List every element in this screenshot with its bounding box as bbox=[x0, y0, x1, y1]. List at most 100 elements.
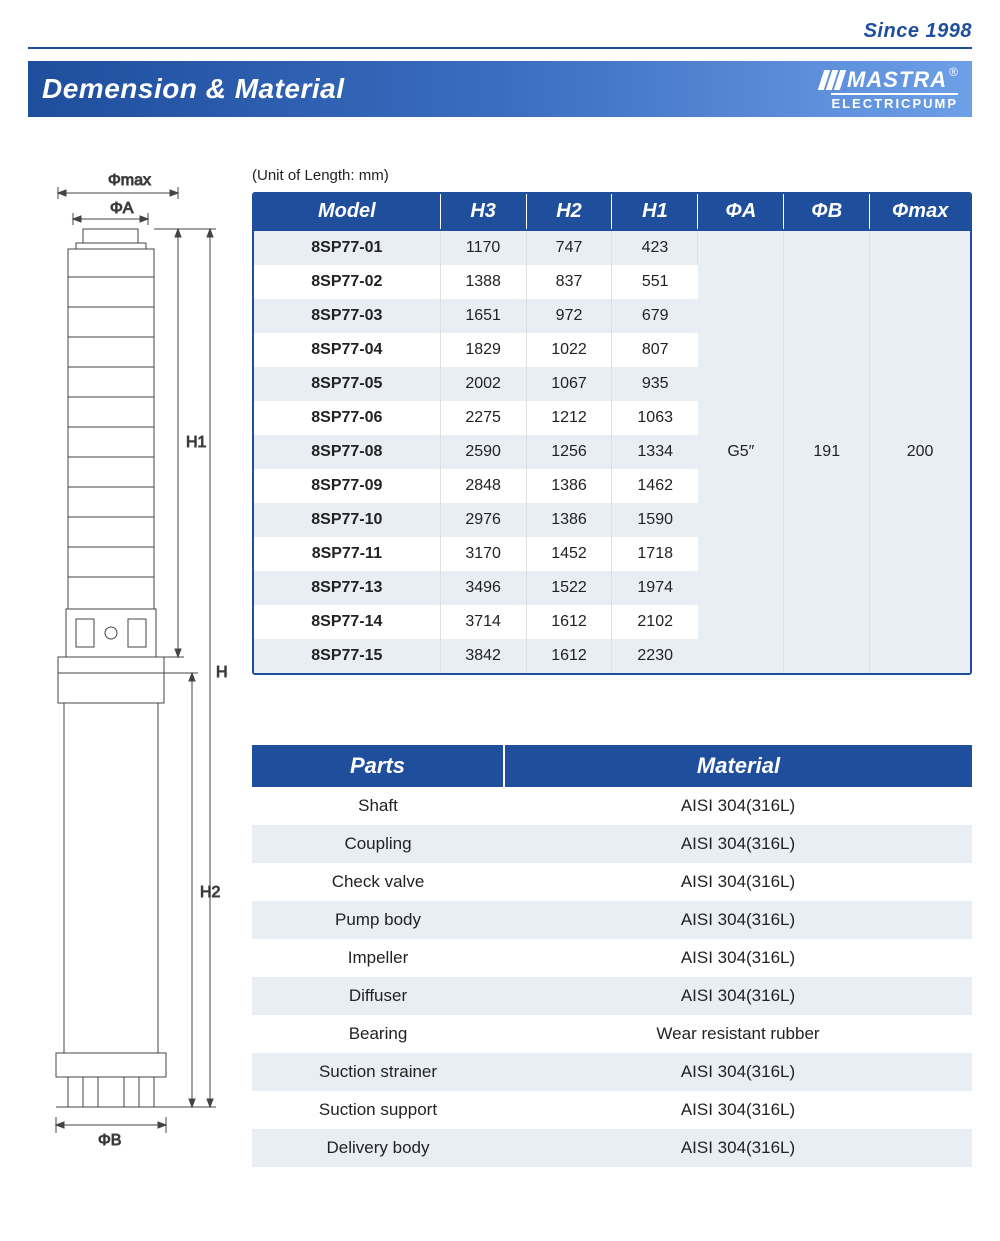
table-cell: 3714 bbox=[440, 605, 526, 639]
table-cell: 2230 bbox=[612, 639, 698, 673]
table-cell: 8SP77-09 bbox=[254, 469, 440, 503]
table-cell: 8SP77-06 bbox=[254, 401, 440, 435]
since-line-wrap: Since 1998 bbox=[28, 20, 972, 49]
table-cell: Bearing bbox=[252, 1015, 504, 1053]
table-cell: 807 bbox=[612, 333, 698, 367]
table-cell: 8SP77-01 bbox=[254, 230, 440, 265]
table-cell: AISI 304(316L) bbox=[504, 825, 972, 863]
tables-column: (Unit of Length: mm) ModelH3H2H1ΦAΦBΦmax… bbox=[252, 167, 972, 1172]
table-cell: 8SP77-05 bbox=[254, 367, 440, 401]
dim-col-header: H1 bbox=[612, 194, 698, 230]
table-cell: AISI 304(316L) bbox=[504, 1091, 972, 1129]
mat-col-header: Parts bbox=[252, 745, 504, 787]
dim-col-header: H2 bbox=[526, 194, 612, 230]
table-cell: 1386 bbox=[526, 503, 612, 537]
page: Since 1998 Demension & Material MASTRA ®… bbox=[0, 0, 1000, 1241]
table-cell: 2275 bbox=[440, 401, 526, 435]
unit-note: (Unit of Length: mm) bbox=[252, 167, 972, 184]
table-cell: AISI 304(316L) bbox=[504, 787, 972, 825]
dim-col-header: Φmax bbox=[870, 194, 970, 230]
table-row: 8SP77-011170747423G5″191200 bbox=[254, 230, 970, 265]
table-row: ShaftAISI 304(316L) bbox=[252, 787, 972, 825]
table-cell: 2002 bbox=[440, 367, 526, 401]
table-cell: 8SP77-02 bbox=[254, 265, 440, 299]
logo-stripes-icon bbox=[821, 70, 843, 90]
table-cell: 2590 bbox=[440, 435, 526, 469]
table-row: Delivery bodyAISI 304(316L) bbox=[252, 1129, 972, 1167]
table-row: Suction supportAISI 304(316L) bbox=[252, 1091, 972, 1129]
table-cell: 2102 bbox=[612, 605, 698, 639]
table-cell: 747 bbox=[526, 230, 612, 265]
table-cell: 1829 bbox=[440, 333, 526, 367]
table-cell: 1063 bbox=[612, 401, 698, 435]
table-cell: AISI 304(316L) bbox=[504, 977, 972, 1015]
table-cell: 8SP77-14 bbox=[254, 605, 440, 639]
table-cell: 1974 bbox=[612, 571, 698, 605]
table-cell: 2848 bbox=[440, 469, 526, 503]
table-cell: 1718 bbox=[612, 537, 698, 571]
table-cell: 8SP77-08 bbox=[254, 435, 440, 469]
title-banner: Demension & Material MASTRA ® ELECTRICPU… bbox=[28, 61, 972, 117]
table-cell: Diffuser bbox=[252, 977, 504, 1015]
merged-cell: G5″ bbox=[698, 230, 784, 673]
content-row: Φmax ΦA bbox=[28, 167, 972, 1172]
material-table-wrap: PartsMaterial ShaftAISI 304(316L)Couplin… bbox=[252, 745, 972, 1167]
table-cell: 8SP77-15 bbox=[254, 639, 440, 673]
label-H1: H1 bbox=[186, 434, 207, 451]
material-table-header: PartsMaterial bbox=[252, 745, 972, 787]
material-table: PartsMaterial ShaftAISI 304(316L)Couplin… bbox=[252, 745, 972, 1167]
table-cell: 1334 bbox=[612, 435, 698, 469]
pump-diagram: Φmax ΦA bbox=[28, 167, 228, 1167]
table-cell: 837 bbox=[526, 265, 612, 299]
table-cell: 1067 bbox=[526, 367, 612, 401]
table-cell: 1170 bbox=[440, 230, 526, 265]
table-cell: 1612 bbox=[526, 639, 612, 673]
table-cell: AISI 304(316L) bbox=[504, 1129, 972, 1167]
table-cell: 8SP77-04 bbox=[254, 333, 440, 367]
table-cell: 423 bbox=[612, 230, 698, 265]
table-cell: AISI 304(316L) bbox=[504, 901, 972, 939]
registered-icon: ® bbox=[949, 66, 958, 78]
dimension-table: ModelH3H2H1ΦAΦBΦmax 8SP77-011170747423G5… bbox=[254, 194, 970, 673]
table-cell: Delivery body bbox=[252, 1129, 504, 1167]
table-cell: 1452 bbox=[526, 537, 612, 571]
table-cell: Coupling bbox=[252, 825, 504, 863]
table-cell: 1022 bbox=[526, 333, 612, 367]
diagram-column: Φmax ΦA bbox=[28, 167, 228, 1172]
logo-top-row: MASTRA ® bbox=[821, 69, 958, 91]
brand-subtitle: ELECTRICPUMP bbox=[831, 93, 958, 110]
dim-col-header: Model bbox=[254, 194, 440, 230]
label-H3: H3 bbox=[216, 664, 228, 681]
table-cell: AISI 304(316L) bbox=[504, 863, 972, 901]
table-cell: 972 bbox=[526, 299, 612, 333]
table-row: CouplingAISI 304(316L) bbox=[252, 825, 972, 863]
dim-col-header: ΦB bbox=[784, 194, 870, 230]
merged-cell: 200 bbox=[870, 230, 970, 673]
table-cell: Check valve bbox=[252, 863, 504, 901]
table-cell: 1386 bbox=[526, 469, 612, 503]
table-cell: 3842 bbox=[440, 639, 526, 673]
table-cell: 1212 bbox=[526, 401, 612, 435]
dim-col-header: H3 bbox=[440, 194, 526, 230]
table-cell: Impeller bbox=[252, 939, 504, 977]
table-cell: Wear resistant rubber bbox=[504, 1015, 972, 1053]
dimension-table-header: ModelH3H2H1ΦAΦBΦmax bbox=[254, 194, 970, 230]
table-cell: 1388 bbox=[440, 265, 526, 299]
table-row: Pump bodyAISI 304(316L) bbox=[252, 901, 972, 939]
brand-logo: MASTRA ® ELECTRICPUMP bbox=[821, 69, 958, 110]
merged-cell: 191 bbox=[784, 230, 870, 673]
table-cell: Shaft bbox=[252, 787, 504, 825]
table-cell: 1256 bbox=[526, 435, 612, 469]
mat-col-header: Material bbox=[504, 745, 972, 787]
table-row: Check valveAISI 304(316L) bbox=[252, 863, 972, 901]
label-H2: H2 bbox=[200, 884, 221, 901]
table-row: ImpellerAISI 304(316L) bbox=[252, 939, 972, 977]
table-cell: 2976 bbox=[440, 503, 526, 537]
table-cell: 679 bbox=[612, 299, 698, 333]
table-cell: Pump body bbox=[252, 901, 504, 939]
table-cell: 3496 bbox=[440, 571, 526, 605]
table-cell: Suction strainer bbox=[252, 1053, 504, 1091]
table-cell: AISI 304(316L) bbox=[504, 939, 972, 977]
table-row: BearingWear resistant rubber bbox=[252, 1015, 972, 1053]
label-phiB: ΦB bbox=[98, 1132, 121, 1149]
